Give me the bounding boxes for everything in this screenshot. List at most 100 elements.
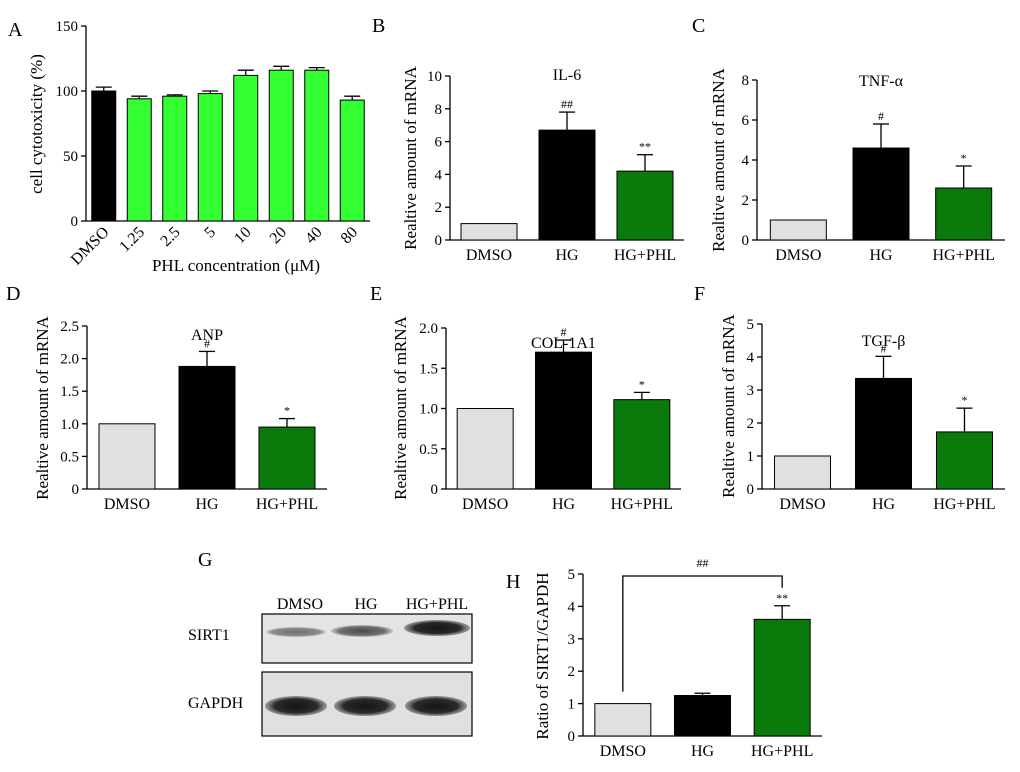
panel-b-ytick-label: 6: [435, 135, 443, 151]
panel-a-ytick-label: 0: [71, 214, 79, 230]
panel-a-xlabel: PHL concentration (μM): [152, 256, 320, 275]
panel-d-title: ANP: [191, 327, 223, 344]
panel-a-xtick-dmso: DMSO: [68, 224, 113, 269]
panel-label-c: C: [692, 15, 705, 37]
panel-e-bar-dmso: [456, 408, 514, 490]
panel-h-ytick-label: 0: [568, 729, 576, 745]
panel-e-xtick-hg: HG: [552, 496, 576, 513]
blot-row-label-sirt1: SIRT1: [188, 627, 230, 644]
panel-h-bracket-label: ##: [697, 556, 709, 570]
panel-d-xtick-hg-phl: HG+PHL: [256, 496, 318, 513]
panel-c-xtick-dmso: DMSO: [775, 247, 821, 264]
panel-d-ytick-label: 0: [72, 482, 80, 498]
panel-e-bar-hg-phl: [613, 399, 671, 490]
panel-a-bar-10: [233, 74, 259, 222]
panel-a-xtick-1-25: 1.25: [116, 224, 148, 256]
panel-f-bar-dmso: [774, 455, 831, 490]
panel-b-bar-hg-phl: [616, 170, 674, 241]
panel-h-bar-dmso: [594, 703, 652, 737]
panel-d-ytick-label: 1.5: [60, 384, 79, 400]
panel-e-ytick-label: 1.5: [419, 361, 438, 377]
panel-a-xtick-40: 40: [302, 224, 325, 247]
panel-d-xtick-dmso: DMSO: [104, 496, 150, 513]
panel-b-ytick-label: 10: [427, 69, 442, 85]
panel-c-sig-hg-phl: *: [961, 151, 967, 165]
panel-d-bar-dmso: [98, 423, 156, 490]
panel-h-bar-hg: [674, 695, 731, 737]
panel-d-ytick-label: 2.0: [60, 352, 79, 368]
blot-lane-label-hg: HG: [354, 596, 378, 613]
panel-label-e: E: [370, 283, 382, 305]
panel-h-ytick-label: 3: [568, 632, 576, 648]
panel-c-ytick-label: 4: [742, 153, 750, 169]
blot-band-sirt1-dmso: [266, 627, 326, 637]
panel-d-ytick-label: 2.5: [60, 319, 79, 335]
panel-e-ytick-label: 2.0: [419, 321, 438, 337]
panel-b-ytick-label: 2: [435, 200, 443, 216]
blot-band-sirt1-hg: [331, 625, 393, 637]
panel-b-bar-dmso: [460, 223, 518, 241]
western-blot: DMSO HG HG+PHL SIRT1 GAPDH: [188, 596, 473, 737]
panel-b-bar-hg: [538, 129, 596, 241]
panel-e-sig-hg-phl: *: [639, 377, 645, 391]
panel-f-xtick-dmso: DMSO: [779, 496, 825, 513]
panel-c-bar-hg-phl: [935, 187, 993, 241]
blot-band-gapdh-dmso: [265, 696, 327, 716]
panel-b-ytick-label: 0: [435, 233, 443, 249]
panel-h-ytick-label: 5: [568, 567, 576, 583]
panel-label-g: G: [198, 549, 212, 571]
panel-e-title: COL-1A1: [531, 335, 596, 352]
panel-c-ylabel: Realtive amount of mRNA: [709, 67, 728, 251]
panel-a-xtick-5: 5: [201, 224, 219, 242]
panel-f-sig-hg-phl: *: [962, 393, 968, 407]
blot-lane-label-hgphl: HG+PHL: [406, 596, 468, 613]
panel-a-bar-80: [339, 99, 365, 222]
blot-band-gapdh-hgphl: [405, 696, 467, 716]
panel-e-ytick-label: 0: [431, 482, 439, 498]
panel-f-ytick-label: 1: [747, 449, 755, 465]
panel-e-xtick-dmso: DMSO: [462, 496, 508, 513]
blot-band-sirt1-hgphl: [404, 620, 470, 636]
panel-b-title: IL-6: [553, 67, 581, 84]
panel-a-bar-2-5: [162, 95, 188, 222]
panel-label-h: H: [506, 571, 520, 593]
panel-h-bracket: [622, 575, 783, 692]
panel-d-ytick-label: 1.0: [60, 417, 79, 433]
panel-b-sig-hg-phl: **: [639, 140, 651, 154]
panel-d-sig-hg: #: [204, 336, 210, 350]
panel-a-ytick-label: 50: [63, 149, 78, 165]
panel-label-d: D: [6, 283, 20, 305]
panel-d-xtick-hg: HG: [195, 496, 219, 513]
panel-c-ytick-label: 6: [742, 113, 750, 129]
panel-f-ytick-label: 5: [747, 317, 755, 333]
panel-a-bar-dmso: [91, 90, 117, 222]
panel-h-ytick-label: 4: [568, 599, 576, 615]
panel-h-ytick-label: 2: [568, 664, 576, 680]
panel-h-xtick-hg-phl: HG+PHL: [751, 743, 813, 760]
panel-f-ytick-label: 0: [747, 482, 755, 498]
panel-f-ytick-label: 2: [747, 416, 755, 432]
panel-h-ytick-label: 1: [568, 697, 576, 713]
panel-a-bar-40: [304, 69, 330, 222]
panel-a-ytick-label: 150: [56, 19, 79, 35]
panel-c-bar-hg: [852, 147, 910, 241]
panel-b-ytick-label: 8: [435, 102, 443, 118]
panel-a-bar-1-25: [126, 98, 152, 222]
panel-d-ytick-label: 0.5: [60, 449, 79, 465]
panel-label-a: A: [8, 19, 23, 41]
panel-f-ylabel: Realtive amount of mRNA: [719, 313, 738, 497]
panel-d-bar-hg-phl: [258, 426, 316, 490]
panel-e-ytick-label: 0.5: [419, 442, 438, 458]
panel-c-ytick-label: 0: [742, 233, 750, 249]
panel-e-ylabel: Realtive amount of mRNA: [391, 315, 410, 499]
panel-a-xtick-80: 80: [338, 224, 361, 247]
panel-b-ytick-label: 4: [435, 167, 443, 183]
panel-c-bar-dmso: [769, 219, 827, 241]
panel-f-ytick-label: 4: [747, 350, 755, 366]
panel-h-xtick-hg: HG: [691, 743, 715, 760]
panel-h-bar-hg-phl: [753, 618, 811, 737]
panel-c-xtick-hg: HG: [869, 247, 893, 264]
panel-d-sig-hg-phl: *: [284, 404, 290, 418]
panel-h-sig-hg-phl: **: [776, 591, 788, 605]
